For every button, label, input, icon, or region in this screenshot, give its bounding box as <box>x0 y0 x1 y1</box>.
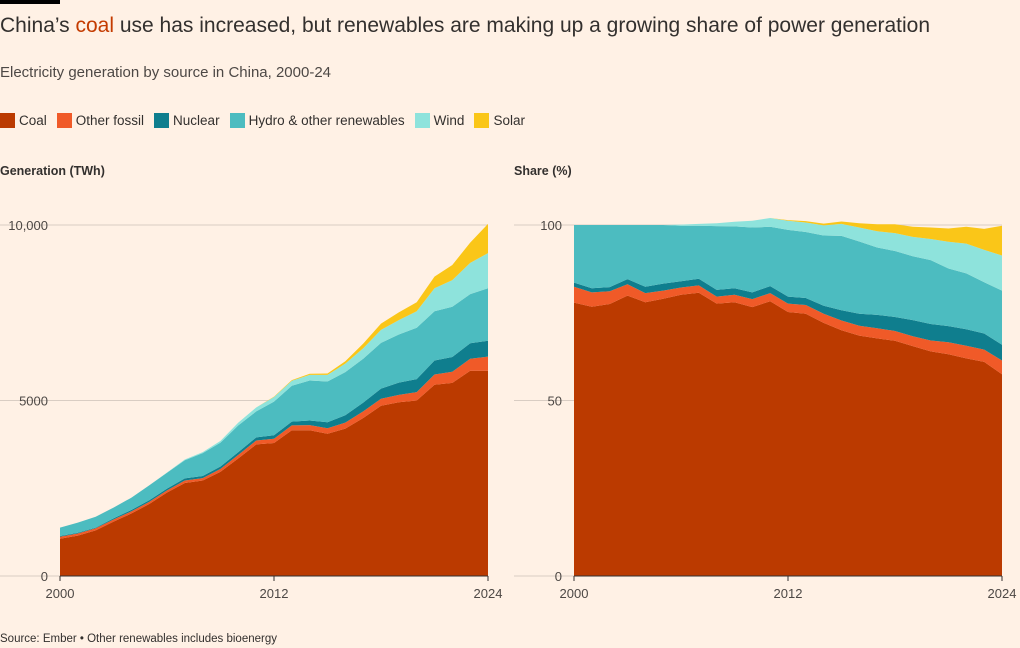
legend-swatch <box>154 113 170 128</box>
x-tick-label: 2012 <box>774 586 803 601</box>
x-tick-label: 2024 <box>988 586 1017 601</box>
chart-subtitle: Electricity generation by source in Chin… <box>0 64 332 81</box>
x-tick-label: 2000 <box>560 586 589 601</box>
legend-label: Wind <box>433 113 465 128</box>
legend-swatch <box>229 113 245 128</box>
legend-item-hydro-other-renewables: Hydro & other renewables <box>229 113 405 128</box>
area-hydro-other-renewables <box>60 288 488 536</box>
y-tick-label: 0 <box>41 569 48 584</box>
area-other-fossil <box>574 284 1002 375</box>
area-other-fossil <box>60 356 488 539</box>
legend-item-wind: Wind <box>414 113 465 128</box>
area-hydro-other-renewables <box>574 225 1002 345</box>
legend-swatch <box>56 113 72 128</box>
area-wind <box>574 218 1002 291</box>
legend-label: Nuclear <box>173 113 220 128</box>
chart-panel-2: Share (%) 0 50 100 2000 2012 2024 <box>514 164 1016 601</box>
y-tick-label: 100 <box>540 218 562 233</box>
area-solar <box>574 218 1002 256</box>
brand-bar <box>0 0 60 4</box>
x-tick-label: 2000 <box>46 586 75 601</box>
legend-label: Other fossil <box>75 113 145 128</box>
panel-title: Generation (TWh) <box>0 164 105 178</box>
y-tick-label: 10,000 <box>8 218 48 233</box>
chart-panel-1: Generation (TWh) 0 5000 10,000 2000 2012 2024 <box>0 164 502 601</box>
legend-item-nuclear: Nuclear <box>154 113 220 128</box>
x-tick-label: 2012 <box>260 586 289 601</box>
legend-item-other-fossil: Other fossil <box>56 113 145 128</box>
y-tick-label: 5000 <box>19 394 48 409</box>
legend-swatch <box>414 113 430 128</box>
legend-swatch <box>0 113 15 128</box>
chart-title: China’s coal use has increased, but rene… <box>0 14 931 37</box>
legend-label: Hydro & other renewables <box>248 113 405 128</box>
legend-label: Solar <box>493 113 525 128</box>
legend-label: Coal <box>19 113 47 128</box>
title-highlight: coal <box>75 14 115 37</box>
panel-title: Share (%) <box>514 164 572 178</box>
area-coal <box>60 370 488 576</box>
area-coal <box>574 292 1002 576</box>
y-tick-label: 50 <box>548 394 562 409</box>
legend: Coal Other fossil Nuclear Hydro & other ren… <box>0 113 535 128</box>
legend-item-solar: Solar <box>474 113 525 128</box>
area-nuclear <box>60 340 488 537</box>
legend-item-coal: Coal <box>0 113 47 128</box>
x-tick-label: 2024 <box>474 586 503 601</box>
area-nuclear <box>574 278 1002 361</box>
legend-swatch <box>474 113 490 128</box>
source-note: Source: Ember • Other renewables include… <box>0 633 277 645</box>
y-tick-label: 0 <box>555 569 562 584</box>
